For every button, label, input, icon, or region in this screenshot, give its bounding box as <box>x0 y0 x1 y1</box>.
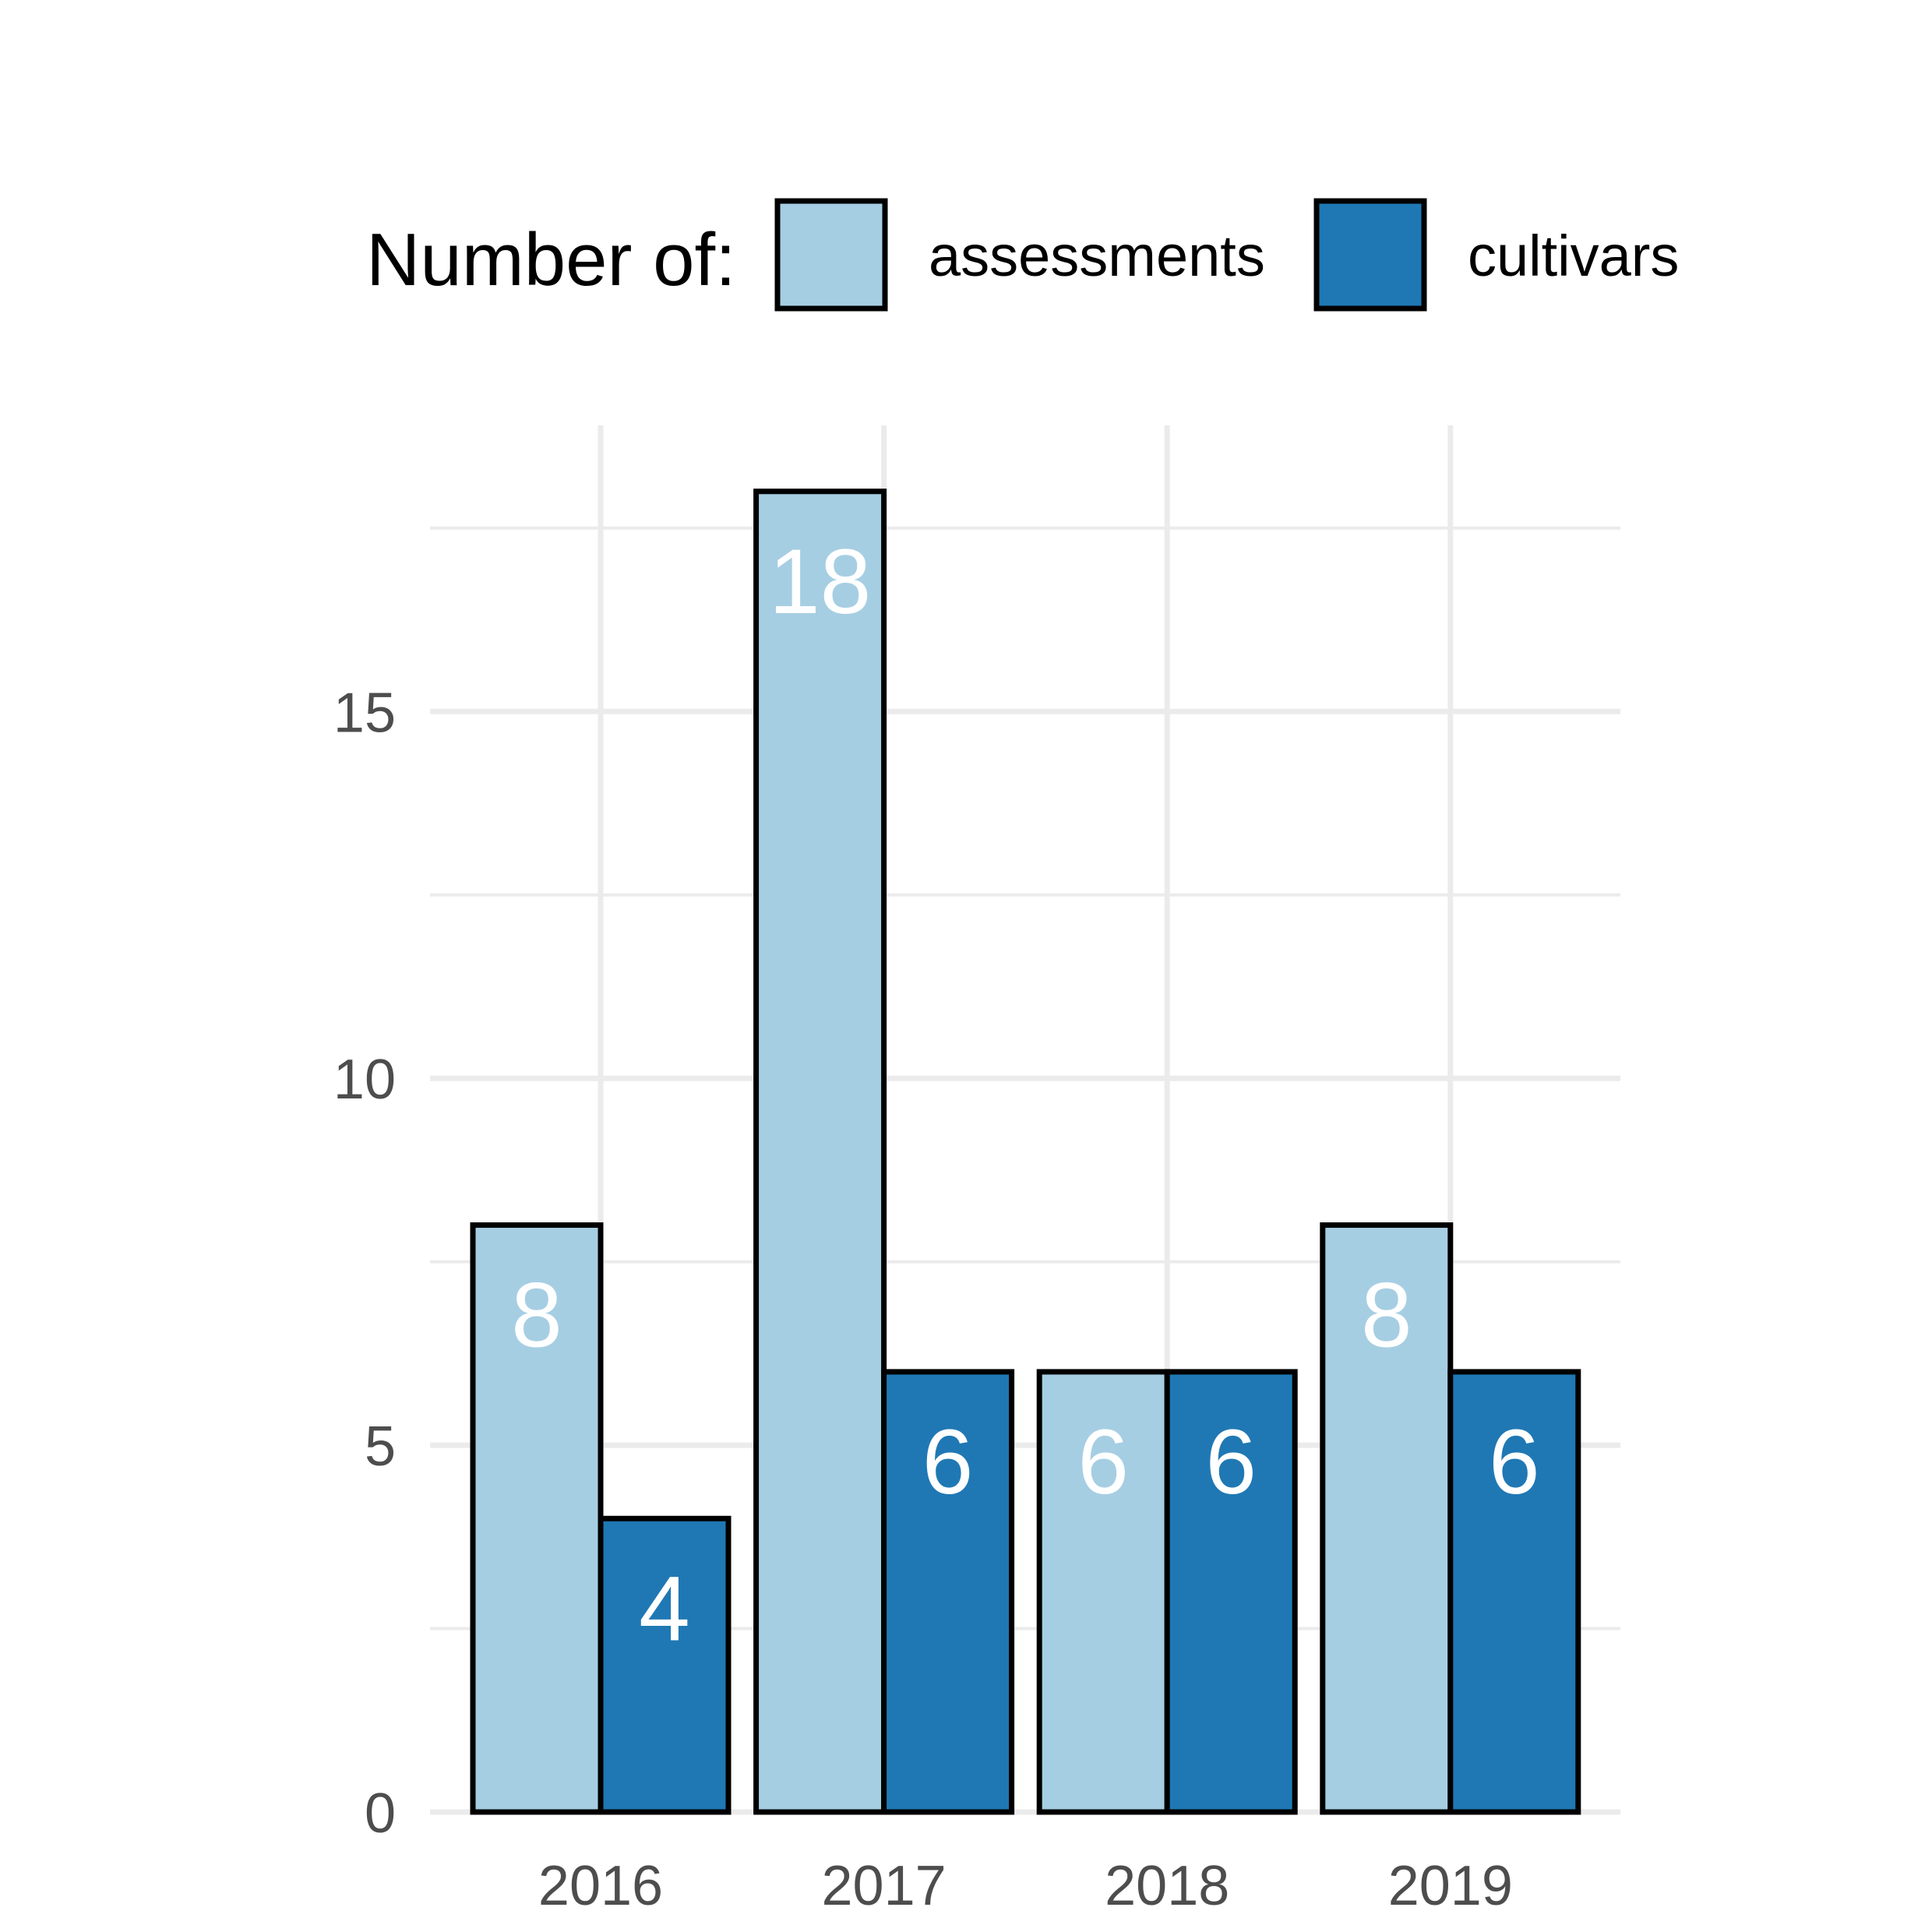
bar-assessments-2019 <box>1320 1222 1454 1815</box>
bar-label-assessments-2018: 6 <box>1077 1411 1129 1514</box>
legend-key-cultivars <box>1313 198 1427 312</box>
y-tick-label: 15 <box>333 682 396 744</box>
bar-cultivars-2019 <box>1447 1369 1581 1815</box>
legend-title: Number of: <box>366 218 736 301</box>
bar-label-assessments-2016: 8 <box>511 1264 562 1367</box>
x-tick-label: 2017 <box>822 1855 947 1917</box>
bar-cultivars-2017 <box>881 1369 1015 1815</box>
legend: Number of: assessments cultivars <box>366 198 1679 312</box>
legend-key-assessments <box>774 198 888 312</box>
bars-layer <box>470 488 1581 1815</box>
bar-assessments-2017 <box>753 488 887 1815</box>
bar-cultivars-2016 <box>598 1515 732 1815</box>
bar-label-cultivars-2019: 6 <box>1489 1411 1540 1514</box>
bar-label-assessments-2019: 8 <box>1361 1264 1412 1367</box>
y-tick-label: 5 <box>365 1416 396 1478</box>
x-tick-label: 2016 <box>538 1855 663 1917</box>
y-tick-label: 10 <box>333 1049 396 1111</box>
legend-label-cultivars: cultivars <box>1468 224 1679 288</box>
legend-label-assessments: assessments <box>929 224 1265 288</box>
bar-label-cultivars-2018: 6 <box>1205 1411 1257 1514</box>
x-tick-label: 2018 <box>1105 1855 1229 1917</box>
bar-assessments-2018 <box>1036 1369 1170 1815</box>
bar-assessments-2016 <box>470 1222 604 1815</box>
bar-label-cultivars-2016: 4 <box>639 1557 690 1660</box>
bar-label-cultivars-2017: 6 <box>922 1411 974 1514</box>
x-tick-label: 2019 <box>1388 1855 1513 1917</box>
bar-label-assessments-2017: 18 <box>769 531 871 633</box>
axis-layer: 0 5 10 15 2016 2017 2018 2019 <box>333 682 1513 1917</box>
bar-cultivars-2018 <box>1164 1369 1298 1815</box>
y-tick-label: 0 <box>365 1782 396 1845</box>
